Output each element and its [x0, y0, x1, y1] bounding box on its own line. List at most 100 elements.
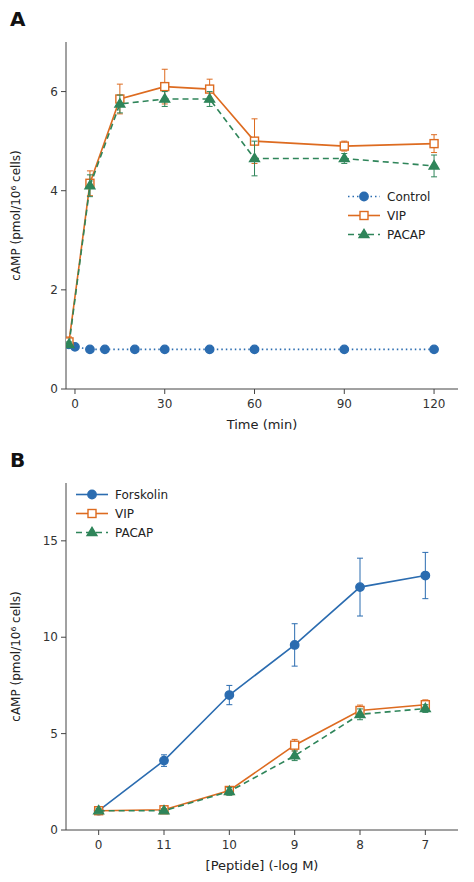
x-tick-label: 11: [156, 838, 171, 852]
data-point: [206, 85, 214, 93]
error-bar-cap: [422, 552, 428, 553]
error-bar-cap: [117, 95, 123, 96]
error-bar: [431, 135, 437, 153]
legend-marker: [87, 527, 97, 535]
error-bar-cap: [162, 91, 168, 92]
error-bar-cap: [422, 598, 428, 599]
error-bar-cap: [161, 766, 167, 767]
y-tick: [61, 389, 66, 390]
data-point: [225, 786, 233, 794]
data-point: [339, 153, 349, 161]
error-bar-cap: [117, 112, 123, 113]
error-bar-cap: [357, 616, 363, 617]
legend-marker: [88, 490, 96, 498]
error-bar-cap: [117, 113, 123, 114]
y-tick-label: 5: [50, 727, 58, 741]
data-point: [66, 339, 74, 347]
error-bar-cap: [357, 558, 363, 559]
x-tick: [164, 830, 165, 835]
series: [94, 552, 429, 815]
error-bar-cap: [162, 106, 168, 107]
y-tick-label: 0: [50, 382, 58, 396]
y-axis-line: [66, 483, 67, 830]
y-tick: [61, 733, 66, 734]
x-tick: [360, 830, 361, 835]
x-axis-label: [Peptide] (-log M): [206, 858, 319, 873]
data-point: [225, 691, 233, 699]
plot-area: [94, 552, 431, 815]
error-bar-cap: [431, 176, 437, 177]
y-tick: [61, 540, 66, 541]
series: [66, 92, 439, 348]
x-tick: [98, 830, 99, 835]
x-tick: [425, 830, 426, 835]
data-point: [160, 806, 168, 814]
y-tick: [61, 830, 66, 831]
error-bar-cap: [162, 69, 168, 70]
error-bar-cap: [207, 79, 213, 80]
data-point: [94, 807, 102, 815]
series-line: [69, 99, 434, 344]
data-point: [356, 583, 364, 591]
y-tick-label: 10: [43, 630, 58, 644]
legend-marker: [360, 192, 368, 200]
error-bar-cap: [87, 196, 93, 197]
legend-label: PACAP: [115, 526, 153, 540]
error-bar-cap: [117, 84, 123, 85]
series: [95, 700, 430, 815]
series: [94, 703, 431, 813]
error-bar-cap: [226, 685, 232, 686]
error-bar-cap: [161, 754, 167, 755]
data-point: [131, 345, 139, 353]
data-point: [290, 751, 300, 759]
error-bar-cap: [292, 739, 298, 740]
x-tick: [74, 389, 75, 394]
error-bar-cap: [252, 118, 258, 119]
x-tick: [164, 389, 165, 394]
legend-marker: [88, 510, 96, 518]
legend-label: Forskolin: [115, 488, 168, 502]
y-tick: [61, 190, 66, 191]
x-tick-label: 7: [422, 838, 430, 852]
data-point: [355, 709, 365, 717]
series-line: [99, 705, 426, 811]
y-tick-label: 4: [50, 184, 58, 198]
series-line: [99, 576, 426, 811]
plot-area: [66, 69, 439, 353]
error-bar-cap: [292, 760, 298, 761]
x-axis-line: [66, 389, 458, 390]
legend-label: VIP: [115, 507, 134, 521]
data-point: [340, 345, 348, 353]
data-point: [224, 786, 234, 794]
data-point: [160, 94, 170, 102]
x-axis-line: [66, 830, 458, 831]
error-bar-cap: [431, 134, 437, 135]
error-bar-cap: [87, 174, 93, 175]
data-point: [430, 140, 438, 148]
data-point: [94, 806, 104, 814]
data-point: [340, 142, 348, 150]
series-line: [99, 709, 426, 811]
series: [66, 69, 438, 347]
error-bar-cap: [292, 666, 298, 667]
error-bar-cap: [226, 704, 232, 705]
data-point: [161, 83, 169, 91]
legend-marker: [360, 212, 368, 220]
data-point: [429, 161, 439, 169]
legend: ControlVIPPACAP: [348, 190, 430, 242]
data-point: [250, 345, 258, 353]
x-tick-label: 60: [247, 397, 262, 411]
legend-label: PACAP: [387, 228, 425, 242]
x-tick-label: 10: [222, 838, 237, 852]
data-point: [430, 345, 438, 353]
data-point: [161, 345, 169, 353]
panel-title: B: [10, 448, 25, 472]
data-point: [205, 345, 213, 353]
data-point: [291, 741, 299, 749]
error-bar-cap: [431, 152, 437, 153]
data-point: [420, 703, 430, 711]
error-bar-cap: [357, 719, 363, 720]
y-axis-label: cAMP (pmol/10⁶ cells): [9, 591, 23, 721]
error-bar-cap: [357, 705, 363, 706]
y-tick: [61, 289, 66, 290]
